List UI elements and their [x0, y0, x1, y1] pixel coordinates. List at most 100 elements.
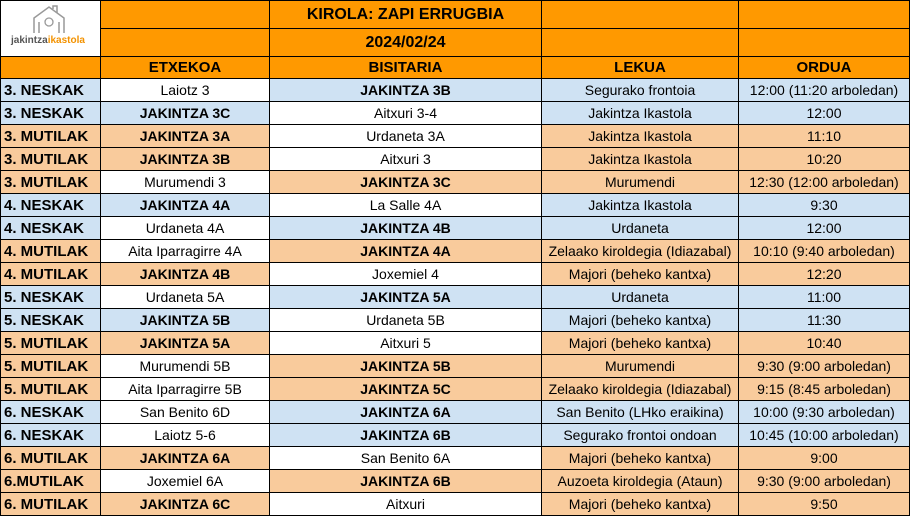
table-row: 5. MUTILAK Murumendi 5B JAKINTZA 5B Murumen… — [0, 354, 910, 378]
home-team-cell: Aita Iparragirre 4A — [100, 239, 270, 263]
time-cell: 9:50 — [738, 492, 910, 516]
away-team-cell: JAKINTZA 3B — [269, 78, 542, 102]
home-team-cell: Laiotz 5-6 — [100, 423, 270, 447]
page-title: KIROLA: ZAPI ERRUGBIA — [269, 0, 542, 29]
table-row: 4. MUTILAK Aita Iparragirre 4A JAKINTZA 4A… — [0, 239, 910, 263]
away-team-cell: Aitxuri — [269, 492, 542, 516]
category-cell: 5. MUTILAK — [0, 331, 101, 355]
category-cell: 6. NESKAK — [0, 423, 101, 447]
away-team-cell: La Salle 4A — [269, 193, 542, 217]
home-team-cell: JAKINTZA 5A — [100, 331, 270, 355]
empty-header-cell — [738, 0, 910, 29]
empty-header-cell — [738, 28, 910, 57]
logo-text-ikastola: ikastola — [47, 35, 85, 46]
away-team-cell: JAKINTZA 5C — [269, 377, 542, 401]
time-cell: 9:30 — [738, 193, 910, 217]
home-team-cell: Laiotz 3 — [100, 78, 270, 102]
home-team-cell: JAKINTZA 6C — [100, 492, 270, 516]
match-date: 2024/02/24 — [269, 28, 542, 57]
place-cell: Segurako frontoi ondoan — [541, 423, 739, 447]
column-header-etxekoa: ETXEKOA — [100, 56, 270, 79]
place-cell: Segurako frontoia — [541, 78, 739, 102]
time-cell: 12:00 — [738, 216, 910, 240]
column-header-bisitaria: BISITARIA — [269, 56, 542, 79]
place-cell: Jakintza Ikastola — [541, 193, 739, 217]
home-team-cell: JAKINTZA 4B — [100, 262, 270, 286]
home-team-cell: JAKINTZA 4A — [100, 193, 270, 217]
home-team-cell: Aita Iparragirre 5B — [100, 377, 270, 401]
empty-header-cell — [100, 28, 270, 57]
place-cell: Majori (beheko kantxa) — [541, 331, 739, 355]
time-cell: 9:15 (8:45 arboledan) — [738, 377, 910, 401]
home-team-cell: San Benito 6D — [100, 400, 270, 424]
category-cell: 3. NESKAK — [0, 78, 101, 102]
time-cell: 12:20 — [738, 262, 910, 286]
place-cell: Jakintza Ikastola — [541, 147, 739, 171]
category-cell: 3. MUTILAK — [0, 170, 101, 194]
time-cell: 11:30 — [738, 308, 910, 332]
table-row: 6. MUTILAK JAKINTZA 6A San Benito 6A Majori… — [0, 446, 910, 470]
logo-text: jakintzaikastola — [11, 35, 85, 46]
category-cell: 4. MUTILAK — [0, 239, 101, 263]
column-header-row: ETXEKOA BISITARIA LEKUA ORDUA — [0, 56, 910, 79]
date-row: 2024/02/24 — [1, 28, 910, 57]
away-team-cell: JAKINTZA 6B — [269, 423, 542, 447]
time-cell: 10:00 (9:30 arboledan) — [738, 400, 910, 424]
table-row: 4. NESKAK Urdaneta 4A JAKINTZA 4B Urdaneta 1… — [0, 216, 910, 240]
time-cell: 9:30 (9:00 arboledan) — [738, 354, 910, 378]
logo-cell: jakintzaikastola — [0, 0, 101, 57]
home-team-cell: Urdaneta 5A — [100, 285, 270, 309]
time-cell: 9:30 (9:00 arboledan) — [738, 469, 910, 493]
place-cell: Zelaako kiroldegia (Idiazabal) — [541, 239, 739, 263]
time-cell: 12:30 (12:00 arboledan) — [738, 170, 910, 194]
away-team-cell: Joxemiel 4 — [269, 262, 542, 286]
away-team-cell: Aitxuri 5 — [269, 331, 542, 355]
table-row: 5. NESKAK JAKINTZA 5B Urdaneta 5B Majori (b… — [0, 308, 910, 332]
logo-text-jakintza: jakintza — [11, 35, 48, 46]
away-team-cell: JAKINTZA 4B — [269, 216, 542, 240]
time-cell: 12:00 (11:20 arboledan) — [738, 78, 910, 102]
house-logo-icon — [33, 5, 65, 33]
time-cell: 11:10 — [738, 124, 910, 148]
empty-header-cell — [541, 0, 739, 29]
away-team-cell: JAKINTZA 3C — [269, 170, 542, 194]
category-cell: 3. MUTILAK — [0, 147, 101, 171]
category-cell: 4. MUTILAK — [0, 262, 101, 286]
time-cell: 9:00 — [738, 446, 910, 470]
category-cell: 6.MUTILAK — [0, 469, 101, 493]
table-row: 5. MUTILAK Aita Iparragirre 5B JAKINTZA 5C… — [0, 377, 910, 401]
category-cell: 5. NESKAK — [0, 285, 101, 309]
away-team-cell: Urdaneta 5B — [269, 308, 542, 332]
table-row: 4. NESKAK JAKINTZA 4A La Salle 4A Jakintza … — [0, 193, 910, 217]
time-cell: 12:00 — [738, 101, 910, 125]
table-row: 3. MUTILAK JAKINTZA 3A Urdaneta 3A Jakintza… — [0, 124, 910, 148]
table-row: 3. NESKAK JAKINTZA 3C Aitxuri 3-4 Jakintza … — [0, 101, 910, 125]
place-cell: Majori (beheko kantxa) — [541, 262, 739, 286]
time-cell: 11:00 — [738, 285, 910, 309]
category-cell: 5. NESKAK — [0, 308, 101, 332]
column-header-lekua: LEKUA — [541, 56, 739, 79]
home-team-cell: Joxemiel 6A — [100, 469, 270, 493]
place-cell: Murumendi — [541, 354, 739, 378]
table-row: 5. MUTILAK JAKINTZA 5A Aitxuri 5 Majori (be… — [0, 331, 910, 355]
away-team-cell: San Benito 6A — [269, 446, 542, 470]
empty-header-cell — [100, 0, 270, 29]
category-cell: 4. NESKAK — [0, 216, 101, 240]
away-team-cell: JAKINTZA 5A — [269, 285, 542, 309]
time-cell: 10:45 (10:00 arboledan) — [738, 423, 910, 447]
away-team-cell: JAKINTZA 6B — [269, 469, 542, 493]
category-cell: 6. NESKAK — [0, 400, 101, 424]
away-team-cell: JAKINTZA 4A — [269, 239, 542, 263]
place-cell: Majori (beheko kantxa) — [541, 446, 739, 470]
place-cell: Auzoeta kiroldegia (Ataun) — [541, 469, 739, 493]
home-team-cell: JAKINTZA 3B — [100, 147, 270, 171]
table-row: 6.MUTILAK Joxemiel 6A JAKINTZA 6B Auzoeta k… — [0, 469, 910, 493]
away-team-cell: JAKINTZA 6A — [269, 400, 542, 424]
table-row: 5. NESKAK Urdaneta 5A JAKINTZA 5A Urdaneta 1… — [0, 285, 910, 309]
table-row: 3. MUTILAK Murumendi 3 JAKINTZA 3C Murumend… — [0, 170, 910, 194]
place-cell: Majori (beheko kantxa) — [541, 492, 739, 516]
place-cell: Jakintza Ikastola — [541, 101, 739, 125]
table-row: 6. MUTILAK JAKINTZA 6C Aitxuri Majori (behe… — [0, 492, 910, 516]
home-team-cell: JAKINTZA 3A — [100, 124, 270, 148]
